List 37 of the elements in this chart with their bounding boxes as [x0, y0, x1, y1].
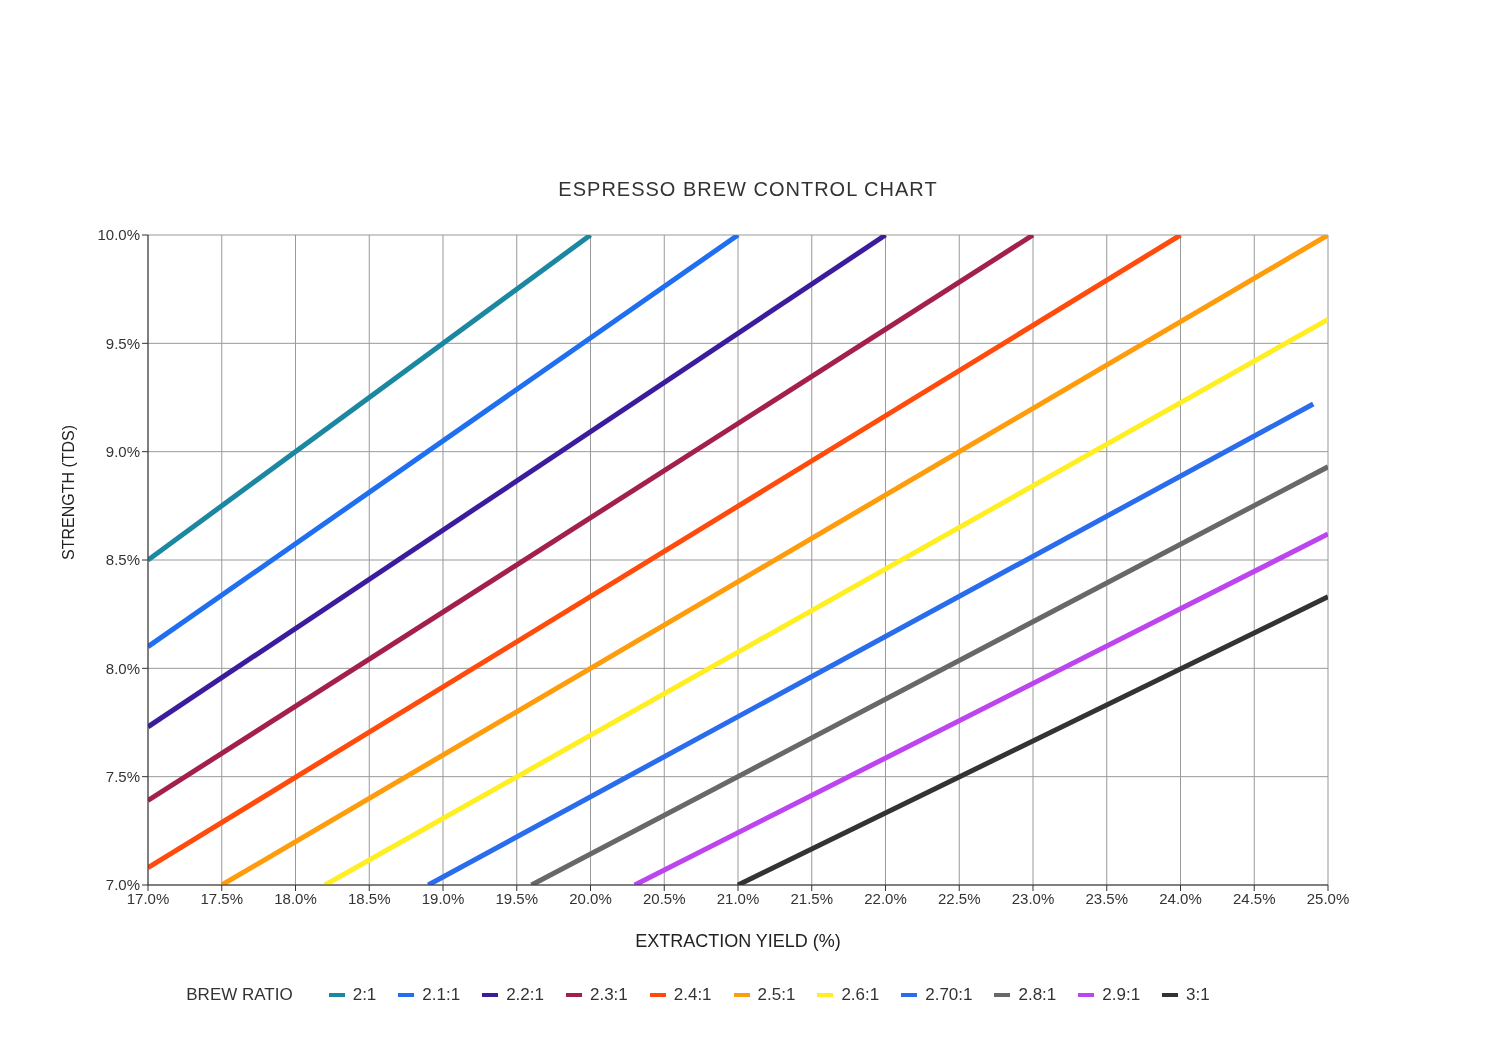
legend-label: 2.8:1 — [1017, 985, 1057, 1005]
y-tick-label: 7.5% — [105, 767, 140, 785]
x-tick-label: 21.5% — [790, 889, 834, 907]
x-tick-label: 24.5% — [1232, 889, 1276, 907]
y-tick-label: 8.5% — [105, 551, 140, 569]
x-tick-label: 19.0% — [421, 889, 465, 907]
x-tick-label: 23.0% — [1011, 889, 1055, 907]
x-tick-label: 20.5% — [642, 889, 686, 907]
legend-label: 2.4:1 — [672, 985, 712, 1005]
x-tick-label: 25.0% — [1306, 889, 1350, 907]
y-tick-label: 8.0% — [105, 659, 140, 677]
legend-label: 2.1:1 — [421, 985, 461, 1005]
legend-label: 2.3:1 — [588, 985, 628, 1005]
chart-title: ESPRESSO BREW CONTROL CHART — [557, 177, 939, 202]
x-tick-label: 21.0% — [716, 889, 760, 907]
x-tick-label: 19.5% — [495, 889, 539, 907]
x-tick-label: 17.5% — [200, 889, 244, 907]
y-tick-label: 9.5% — [105, 334, 140, 352]
x-axis-title: EXTRACTION YIELD (%) — [635, 931, 841, 951]
y-tick-label: 9.0% — [105, 442, 140, 460]
legend-label: 2.6:1 — [840, 985, 880, 1005]
x-tick-label: 18.5% — [347, 889, 391, 907]
legend-label: 2.5:1 — [756, 985, 796, 1005]
x-tick-label: 24.0% — [1159, 889, 1202, 907]
x-tick-label: 22.0% — [864, 889, 907, 907]
legend-label: 2.2:1 — [505, 985, 544, 1005]
x-tick-label: 18.0% — [274, 889, 317, 907]
y-tick-label: 10.0% — [97, 226, 140, 244]
x-tick-label: 22.5% — [937, 889, 981, 907]
x-tick-label: 20.0% — [569, 889, 612, 907]
legend-title: BREW RATIO — [186, 985, 293, 1005]
legend-label: 2.70:1 — [924, 985, 973, 1005]
legend-label: 2.9:1 — [1101, 985, 1141, 1005]
y-axis-title: STRENGTH (TDS) — [59, 424, 77, 560]
legend-label: 2:1 — [351, 985, 377, 1005]
x-tick-label: 23.5% — [1085, 889, 1129, 907]
legend-label: 3:1 — [1185, 985, 1210, 1005]
